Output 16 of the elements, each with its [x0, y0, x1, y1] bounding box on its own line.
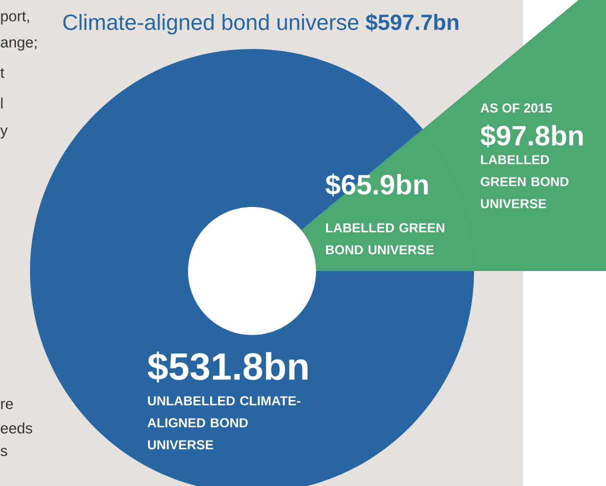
data-label: $65.9bn — [326, 174, 428, 196]
text: l — [1, 98, 3, 108]
text: eeds — [0, 422, 32, 434]
text: s — [0, 448, 8, 456]
slice-label: LABELLED GREEN BOND UNIVERSE — [326, 223, 444, 254]
text: AS OF 2015 — [480, 103, 552, 113]
text: ange; — [0, 39, 36, 51]
text: port, — [1, 12, 29, 24]
text: $97.8bn — [480, 124, 583, 148]
text: t — [0, 68, 4, 78]
text: LABELLED GREEN BOND UNIVERSE — [480, 155, 568, 208]
slice-label: UNLABELLED CLIMATE-ALIGNED BOND UNIVERSE — [148, 396, 300, 450]
text: y — [0, 127, 8, 138]
data-label: $531.8bn — [148, 351, 308, 382]
text: re — [1, 400, 13, 410]
chart-title: Climate-aligned bond universe $597.7bn — [63, 14, 458, 34]
